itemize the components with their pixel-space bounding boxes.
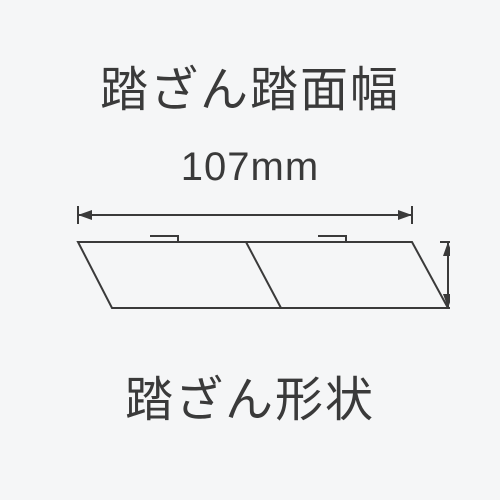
step-profile-diagram [50,200,450,330]
shape-label: 踏ざん形状 [0,360,500,430]
title-text: 踏ざん踏面幅 [0,50,500,120]
dimension-label: 107mm [0,145,500,190]
diagram-svg [50,200,450,330]
